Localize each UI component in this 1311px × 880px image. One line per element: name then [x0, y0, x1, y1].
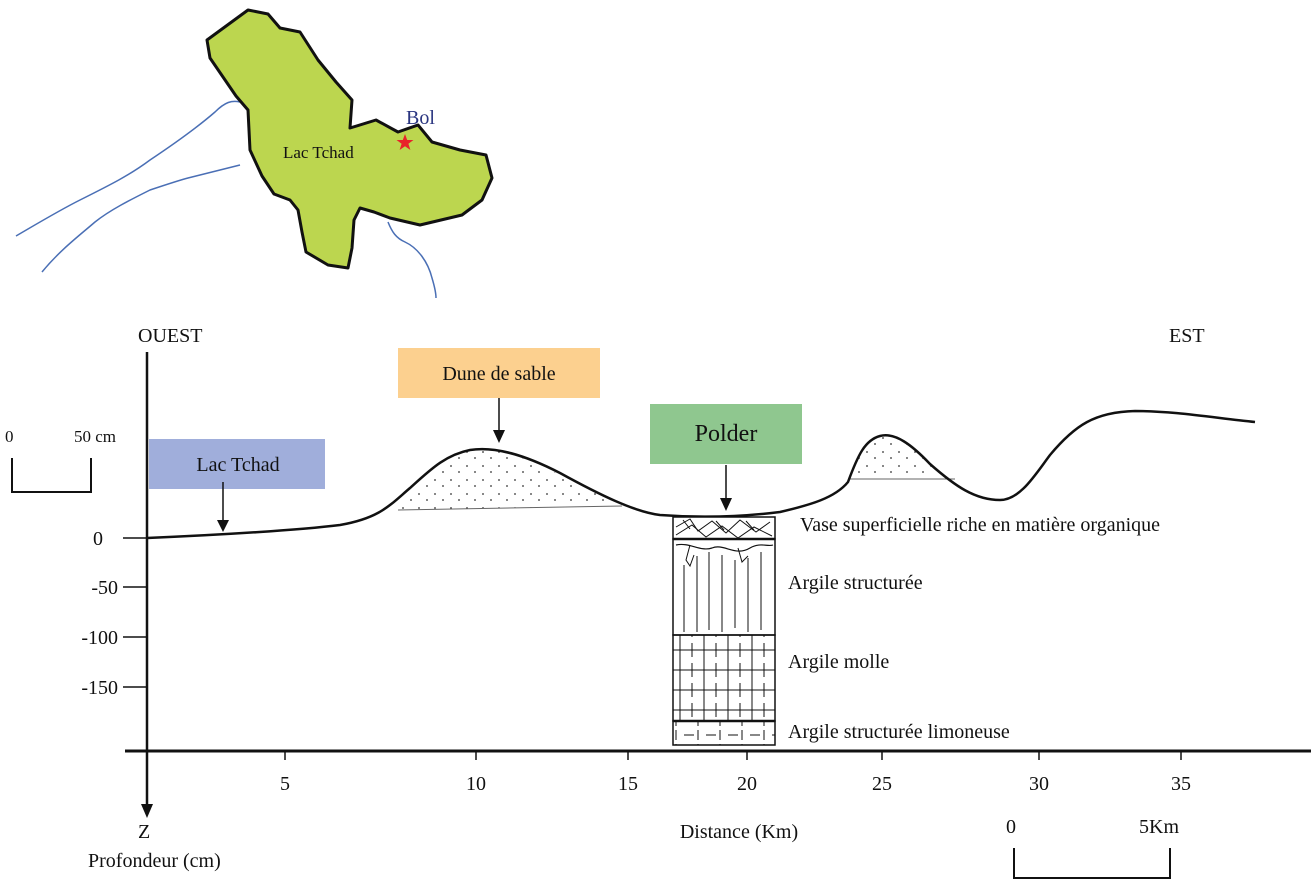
arrow-down-icon — [493, 430, 505, 443]
depth-tick-50: -50 — [91, 577, 118, 599]
vertical-scale-bar: 0 50 cm — [5, 427, 116, 493]
distance-axis-label: Distance (Km) — [680, 821, 798, 843]
location-map: Lac Tchad Bol — [15, 8, 494, 299]
dune-sand-1 — [398, 449, 622, 510]
distance-tick-10: 10 — [466, 773, 486, 795]
callout-polder-text: Polder — [695, 421, 758, 447]
distance-tick-25: 25 — [872, 773, 892, 795]
horizontal-scale-value: 5Km — [1139, 816, 1179, 838]
soil-column — [672, 516, 776, 746]
lake-chad-shape — [205, 8, 494, 270]
distance-axis: 5 10 15 20 25 30 35 Distance (Km) — [125, 749, 1311, 843]
distance-tick-35: 35 — [1171, 773, 1191, 795]
distance-tick-20: 20 — [737, 773, 757, 795]
river-south — [387, 221, 437, 299]
arrow-down-icon — [720, 498, 732, 511]
distance-tick-30: 30 — [1029, 773, 1049, 795]
soil-layer-label-argile-molle: Argile molle — [788, 651, 889, 673]
east-label: EST — [1169, 325, 1205, 347]
layer-argile-structuree — [672, 538, 776, 636]
depth-axis-letter: Z — [138, 821, 150, 843]
callout-lake-text: Lac Tchad — [196, 454, 279, 476]
vertical-scale-value: 50 cm — [74, 427, 116, 446]
ground-surface — [146, 409, 1256, 540]
depth-axis: 0 -50 -100 -150 Z Profondeur (cm) — [81, 352, 221, 872]
west-label: OUEST — [138, 325, 202, 347]
depth-tick-150: -150 — [81, 677, 118, 699]
callout-polder: Polder — [650, 404, 802, 511]
depth-axis-label: Profondeur (cm) — [88, 850, 221, 872]
distance-tick-5: 5 — [280, 773, 290, 795]
soil-layer-label-argile-structuree: Argile structurée — [788, 572, 923, 594]
horizontal-scale-bar: 0 5Km — [1006, 816, 1179, 879]
river-west — [15, 100, 241, 237]
terrain-profile — [146, 409, 1256, 540]
depth-tick-100: -100 — [81, 627, 118, 649]
map-lake-label: Lac Tchad — [283, 143, 354, 162]
depth-tick-0: 0 — [93, 528, 103, 550]
callout-lake: Lac Tchad — [149, 439, 325, 532]
depth-arrow-icon — [141, 804, 153, 818]
callout-dune: Dune de sable — [398, 348, 600, 443]
town-star-icon — [396, 134, 414, 150]
soil-layer-label-vase: Vase superficielle riche en matière orga… — [800, 514, 1160, 536]
layer-argile-limoneuse — [672, 720, 776, 746]
horizontal-scale-zero: 0 — [1006, 816, 1016, 838]
river-west-branch — [41, 164, 241, 273]
dune-sand-2 — [850, 435, 955, 479]
callout-dune-text: Dune de sable — [442, 363, 555, 385]
arrow-down-icon — [217, 520, 229, 532]
map-town-label: Bol — [406, 107, 435, 129]
layer-argile-molle — [672, 634, 776, 722]
soil-layer-label-argile-limoneuse: Argile structurée limoneuse — [788, 721, 1010, 743]
distance-tick-15: 15 — [618, 773, 638, 795]
vertical-scale-zero: 0 — [5, 427, 14, 446]
